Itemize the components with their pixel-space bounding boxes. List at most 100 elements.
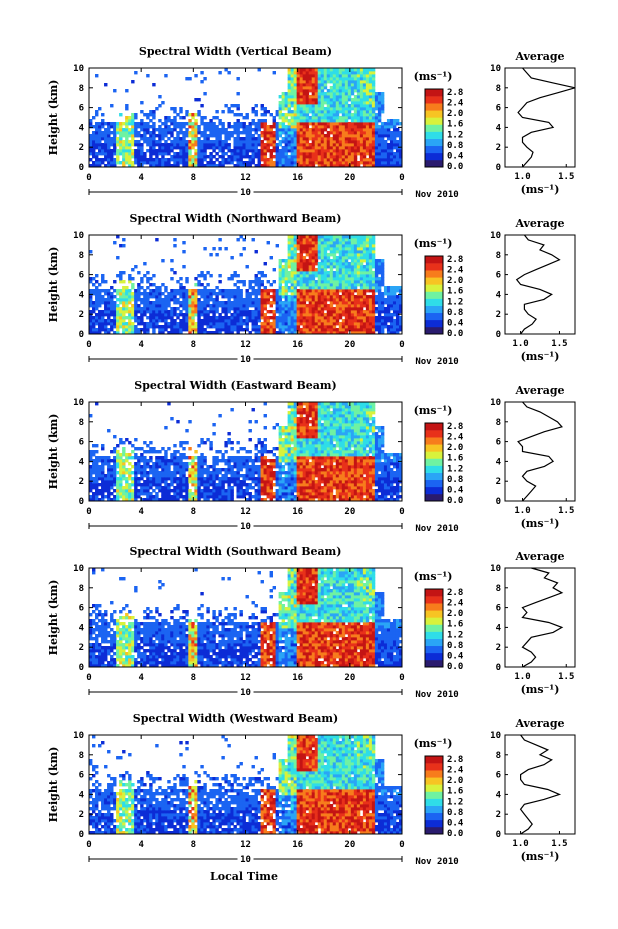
heatmap-cell (308, 250, 313, 254)
heatmap-cell (362, 113, 367, 117)
heatmap-cell (362, 238, 367, 242)
heatmap-cell (317, 110, 322, 114)
heatmap-cell (257, 164, 261, 168)
heatmap-cell (182, 328, 186, 332)
heatmap-cell (293, 143, 298, 147)
heatmap-cell (167, 310, 171, 314)
heatmap-cell (209, 161, 213, 165)
heatmap-cell (152, 134, 156, 138)
heatmap-cell (359, 250, 364, 254)
heatmap-cell (266, 131, 270, 135)
heatmap-cell (332, 259, 337, 263)
heatmap-cell (98, 289, 102, 293)
panel-title: Spectral Width (Northward Beam) (130, 212, 342, 225)
heatmap-cell (293, 77, 298, 81)
heatmap-cell (281, 131, 286, 135)
heatmap-cell (104, 137, 108, 141)
heatmap-cell (194, 155, 198, 159)
heatmap-cell (359, 292, 364, 296)
heatmap-cell (116, 471, 120, 475)
heatmap-cell (299, 265, 304, 269)
heatmap-cell (131, 477, 135, 481)
heatmap-cell (281, 304, 286, 308)
heatmap-cell (281, 325, 286, 329)
heatmap-cells (89, 68, 403, 168)
heatmap-cell (200, 331, 204, 335)
heatmap-cell (392, 158, 397, 162)
heatmap-cell (179, 140, 183, 144)
heatmap-cell (116, 486, 120, 490)
heatmap-cell (236, 316, 240, 320)
heatmap-cell (170, 310, 174, 314)
heatmap-cell (374, 322, 379, 326)
heatmap-cell (242, 322, 246, 326)
heatmap-cell (227, 155, 231, 159)
heatmap-cell (314, 143, 319, 147)
heatmap-cell (377, 110, 382, 114)
heatmap-cell (290, 304, 295, 308)
heatmap-cell (344, 149, 349, 153)
heatmap-cell (326, 113, 331, 117)
heatmap-cell (356, 319, 361, 323)
heatmap-cell (353, 95, 358, 99)
heatmap-cell (335, 277, 340, 281)
heatmap-cell (89, 453, 93, 457)
heatmap-cell (335, 247, 340, 251)
heatmap-cell (224, 331, 228, 335)
heatmap-cell (143, 325, 147, 329)
heatmap-cell (260, 331, 264, 335)
day-label-bg (237, 187, 254, 196)
heatmap-cell (344, 250, 349, 254)
heatmap-cell (191, 128, 195, 132)
heatmap-cell (152, 322, 156, 326)
heatmap-cell (350, 152, 355, 156)
heatmap-cell (206, 313, 210, 317)
heatmap-cell (200, 328, 204, 332)
heatmap-cell (122, 301, 126, 305)
heatmap-cell (203, 483, 207, 487)
heatmap-cell (92, 277, 96, 281)
heatmap-cell (368, 119, 373, 123)
heatmap-cell (302, 262, 307, 266)
heatmap-cell (278, 289, 283, 293)
heatmap-cell (215, 143, 219, 147)
heatmap-cell (278, 164, 283, 168)
heatmap-cell (326, 244, 331, 248)
heatmap-cell (299, 283, 304, 287)
heatmap-cell (212, 116, 216, 120)
heatmap-cell (155, 295, 159, 299)
heatmap-cell (179, 292, 183, 296)
heatmap-cell (350, 289, 355, 293)
heatmap-cell (191, 459, 195, 463)
heatmap-cell (290, 101, 295, 105)
heatmap-cell (335, 319, 340, 323)
heatmap-cell (386, 328, 391, 332)
heatmap-cell (143, 113, 147, 117)
heatmap-cell (164, 143, 168, 147)
heatmap-cell (326, 322, 331, 326)
heatmap-cell (254, 310, 258, 314)
heatmap-cell (341, 253, 346, 257)
heatmap-cell (299, 298, 304, 302)
heatmap-cell (164, 146, 168, 150)
heatmap-cell (176, 313, 180, 317)
heatmap-cell (227, 292, 231, 296)
heatmap-cell (323, 119, 328, 123)
heatmap-cell (314, 271, 319, 275)
heatmap-cell (269, 256, 273, 260)
heatmap-cell (239, 322, 243, 326)
heatmap-cell (131, 316, 135, 320)
heatmap-cell (92, 322, 96, 326)
heatmap-cell (107, 134, 111, 138)
heatmap-cell (323, 304, 328, 308)
heatmap-cell (374, 143, 379, 147)
colorbar-segment (425, 145, 443, 154)
heatmap-cell (302, 137, 307, 141)
heatmap-cell (95, 486, 99, 490)
heatmap-cell (287, 143, 292, 147)
heatmap-cell (179, 331, 183, 335)
heatmap-cell (293, 286, 298, 290)
heatmap-cell (287, 289, 292, 293)
heatmap-cell (326, 119, 331, 123)
heatmap-cell (296, 131, 301, 135)
